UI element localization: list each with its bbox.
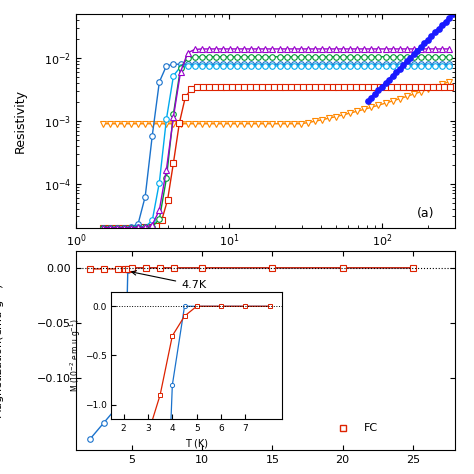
Y-axis label: M (10$^{-2}$ e.m.u.g$^{-1}$): M (10$^{-2}$ e.m.u.g$^{-1}$) bbox=[69, 319, 83, 392]
Y-axis label: Magnetization(emu g$^{-1}$): Magnetization(emu g$^{-1}$) bbox=[0, 283, 8, 419]
Text: 4.7K: 4.7K bbox=[132, 271, 206, 290]
X-axis label: Temperature (K): Temperature (K) bbox=[215, 255, 316, 267]
Text: (a): (a) bbox=[417, 207, 435, 220]
Y-axis label: Resistivity: Resistivity bbox=[14, 89, 27, 153]
X-axis label: T (K): T (K) bbox=[185, 439, 208, 449]
Text: FC: FC bbox=[364, 423, 378, 433]
